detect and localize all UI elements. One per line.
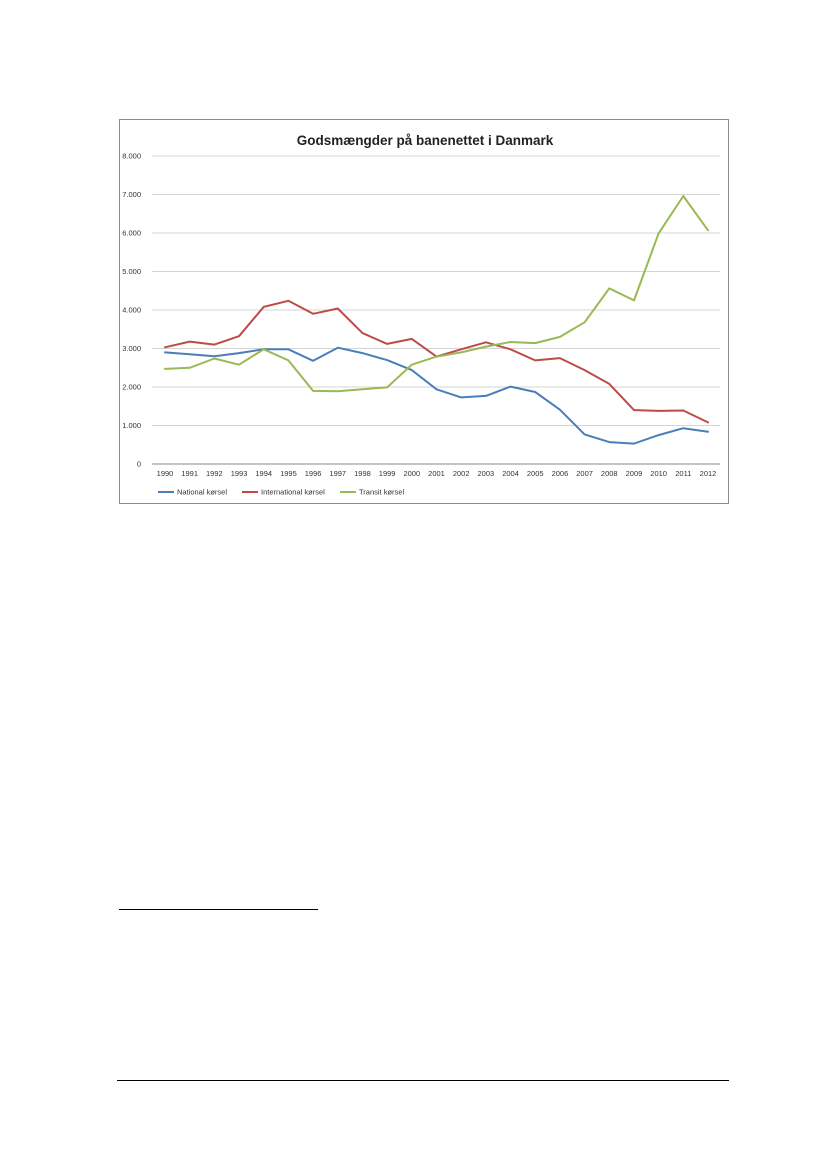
x-tick-label: 2006 — [552, 469, 569, 478]
footer-line — [117, 1080, 729, 1081]
series-line-international-kørsel — [164, 299, 709, 424]
chart-canvas: Godsmængder på banenettet i Danmark 0 1.0… — [122, 133, 720, 497]
x-tick-label: 1997 — [329, 469, 346, 478]
x-tick-label: 1992 — [206, 469, 223, 478]
y-tick-label: 2.000 — [122, 383, 141, 392]
x-tick-label: 1998 — [354, 469, 371, 478]
y-axis-tick-labels: 0 1.000 2.000 3.000 4.000 5.000 6.000 7.000 8.00… — [122, 152, 141, 469]
series-line-transit-kørsel — [164, 195, 709, 393]
x-tick-label: 1991 — [181, 469, 198, 478]
legend-label: International kørsel — [261, 488, 325, 497]
x-tick-label: 1999 — [379, 469, 396, 478]
x-tick-label: 2003 — [478, 469, 495, 478]
legend-label: National kørsel — [177, 488, 227, 497]
x-axis-tick-labels: 1990 1991 1992 1993 1994 1995 1996 1997 1998 1999… — [157, 469, 717, 478]
x-tick-label: 2007 — [576, 469, 593, 478]
y-tick-label: 6.000 — [122, 229, 141, 238]
x-tick-label: 2004 — [502, 469, 519, 478]
chart-frame: Godsmængder på banenettet i Danmark 0 1.0… — [119, 119, 729, 504]
x-tick-label: 2000 — [403, 469, 420, 478]
y-tick-label: 1.000 — [122, 421, 141, 430]
legend: National kørsel International kørsel Trans… — [158, 488, 404, 497]
series-line-national-kørsel — [164, 346, 709, 445]
x-tick-label: 2008 — [601, 469, 618, 478]
y-tick-label: 4.000 — [122, 306, 141, 315]
x-tick-label: 2011 — [675, 469, 691, 478]
x-tick-label: 1996 — [305, 469, 322, 478]
x-tick-label: 2005 — [527, 469, 544, 478]
footnote-separator — [119, 909, 318, 910]
y-tick-label: 8.000 — [122, 152, 141, 161]
x-tick-label: 1993 — [231, 469, 248, 478]
y-tick-label: 0 — [137, 460, 141, 469]
x-tick-label: 2002 — [453, 469, 470, 478]
x-tick-label: 2001 — [428, 469, 445, 478]
series-lines — [164, 195, 709, 445]
x-tick-label: 2012 — [700, 469, 717, 478]
grid-lines — [152, 155, 720, 465]
x-tick-label: 1994 — [255, 469, 272, 478]
x-tick-label: 2009 — [626, 469, 643, 478]
legend-label: Transit kørsel — [359, 488, 404, 497]
y-tick-label: 3.000 — [122, 344, 141, 353]
y-tick-label: 5.000 — [122, 267, 141, 276]
x-tick-label: 1995 — [280, 469, 297, 478]
y-tick-label: 7.000 — [122, 190, 141, 199]
x-tick-label: 2010 — [650, 469, 667, 478]
x-tick-label: 1990 — [157, 469, 174, 478]
chart-title: Godsmængder på banenettet i Danmark — [297, 133, 554, 148]
